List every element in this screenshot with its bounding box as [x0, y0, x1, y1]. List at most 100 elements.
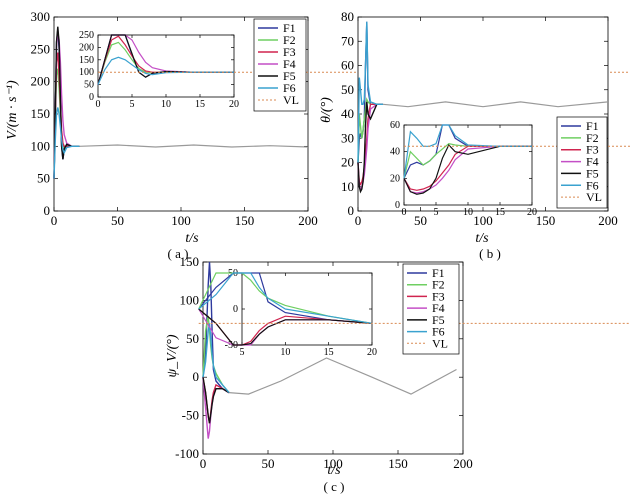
panel-c-inset-series-f6: [198, 272, 373, 324]
panel-a-legend-label-f3: F3: [283, 45, 296, 59]
panel-b-legend-label-f2: F2: [586, 131, 599, 145]
panel-b-legend-label-f5: F5: [586, 166, 599, 180]
panel-c-caption: ( c ): [324, 479, 345, 494]
panel-a-inset-xtick-label: 15: [195, 99, 205, 110]
panel-b-ytick-label: 30: [341, 130, 354, 145]
panel-c-legend-label-f1: F1: [432, 266, 445, 280]
panel-c-series-f6: [202, 323, 230, 394]
panel-c-legend-label-f6: F6: [432, 325, 445, 339]
panel-c-xtick-label: 200: [453, 456, 473, 471]
panel-a-xtick-label: 0: [51, 213, 58, 228]
panel-c-inset-xtick-label: 10: [280, 347, 290, 358]
panel-c-inset-xtick-label: 15: [324, 347, 334, 358]
panel-b-caption: ( b ): [479, 246, 501, 261]
panel-c-ytick-label: -50: [182, 408, 199, 423]
panel-a-inset-ytick-label: 250: [79, 30, 94, 41]
panel-b-xtick-label: 50: [414, 213, 427, 228]
panel-c-ytick-label: 0: [193, 369, 200, 384]
panel-c-inset-ytick-label: -50: [225, 340, 238, 351]
panel-c-ytick-label: -100: [175, 446, 199, 461]
panel-a-ytick-label: 150: [31, 106, 51, 121]
panel-b-legend-label-f1: F1: [586, 119, 599, 133]
panel-a-series-f6: [53, 107, 80, 179]
panel-c-inset-series-f2: [198, 272, 373, 324]
panel-a-inset-ytick-label: 150: [79, 55, 94, 66]
panel-c: 0 50 100 150 200 -100 -50 0 50 100 150 5 10 15 20 -50 0…: [165, 254, 630, 494]
panel-b-legend-label-f3: F3: [586, 143, 599, 157]
panel-a-inset-ytick-label: 0: [89, 92, 94, 103]
panel-c-inset-series-f5: [198, 308, 373, 346]
panel-b-ytick-label: 40: [341, 106, 354, 121]
panel-c-inset-ytick-label: 0: [233, 304, 238, 315]
panel-c-inset-series-f1: [198, 272, 373, 324]
panel-b-legend-label-f6: F6: [586, 178, 599, 192]
panel-a-inset-ytick-label: 50: [84, 80, 94, 91]
panel-a-inset-xtick-label: 0: [96, 99, 101, 110]
panel-b-inset-xtick-label: 10: [463, 207, 473, 218]
panel-b-inset-ytick-label: 60: [390, 120, 400, 131]
panel-c-xtick-label: 100: [323, 456, 343, 471]
panel-a-legend-label-f1: F1: [283, 21, 296, 35]
panel-a-ytick-label: 50: [37, 171, 50, 186]
panel-b-xtick-label: 0: [355, 213, 362, 228]
panel-a-ytick-label: 200: [31, 74, 51, 89]
panel-a-ylabel: V/(m · s⁻¹): [5, 80, 20, 140]
panel-c-xtick-label: 150: [388, 456, 408, 471]
panel-a-inset-series-f5: [97, 34, 234, 85]
panel-b-inset-ytick-label: 0: [395, 200, 400, 211]
panel-b-xtick-label: 150: [536, 213, 556, 228]
panel-b-inset: 0 5 10 15 20 0 20 40 60: [390, 120, 630, 218]
panel-c-ytick-label: 100: [180, 292, 200, 307]
panel-a-inset-ytick-label: 200: [79, 42, 94, 53]
panel-c-ytick-label: 150: [180, 254, 200, 269]
panel-a-inset-ytick-label: 100: [79, 67, 94, 78]
panel-b-inset-ytick-label: 20: [390, 173, 400, 184]
panel-b-inset-series-f6: [403, 124, 532, 179]
panel-b-ytick-label: 80: [341, 9, 354, 24]
panel-a-ytick-label: 0: [44, 203, 51, 218]
panel-b-ytick-label: 70: [341, 33, 354, 48]
panel-a-inset-xtick-label: 10: [161, 99, 171, 110]
panel-b-series-main: [382, 101, 609, 108]
panel-a-legend-label-f2: F2: [283, 33, 296, 47]
panel-b-xtick-label: 200: [598, 213, 618, 228]
panel-b-inset-ytick-label: 40: [390, 147, 400, 158]
panel-b-ytick-label: 60: [341, 58, 354, 73]
panel-b-ytick-label: 20: [341, 155, 354, 170]
panel-b-legend-box: [556, 116, 608, 209]
panel-a-xtick-label: 100: [171, 213, 191, 228]
panel-b-series-f5: [357, 101, 383, 194]
panel-a-legend-label-f5: F5: [283, 69, 296, 83]
panel-b-inset-xtick-label: 5: [434, 207, 439, 218]
panel-c-xtick-label: 50: [262, 456, 275, 471]
panel-a-xtick-label: 50: [111, 213, 124, 228]
panel-c-inset-xtick-label: 5: [240, 347, 245, 358]
panel-b-series-f6: [357, 21, 383, 163]
panel-b-ytick-label: 0: [348, 203, 355, 218]
panel-a-xlabel: t/s: [185, 231, 199, 246]
panel-a-legend-box: [253, 18, 307, 112]
panel-c-xlabel: t/s: [327, 463, 341, 478]
panel-b-inset-xtick-label: 20: [527, 207, 537, 218]
panel-b-ytick-label: 50: [341, 82, 354, 97]
panel-a-inset-frame: [97, 34, 235, 98]
panel-c-legend-label-f3: F3: [432, 289, 445, 303]
panel-c-inset-xtick-label: 20: [367, 347, 377, 358]
panel-c-legend-box: [402, 263, 460, 355]
panel-c-ylabel: ψ_V/(°): [165, 334, 180, 377]
panel-a-series-main: [79, 144, 309, 148]
panel-a-series-f5: [53, 26, 80, 179]
panel-b-legend-label-f4: F4: [586, 155, 599, 169]
panel-c-legend-label-vl: VL: [432, 336, 448, 350]
panel-a-legend-label-f6: F6: [283, 81, 296, 95]
panel-b-legend-label-vl: VL: [586, 190, 602, 204]
panel-b-ylabel: θ/(°): [319, 97, 334, 123]
